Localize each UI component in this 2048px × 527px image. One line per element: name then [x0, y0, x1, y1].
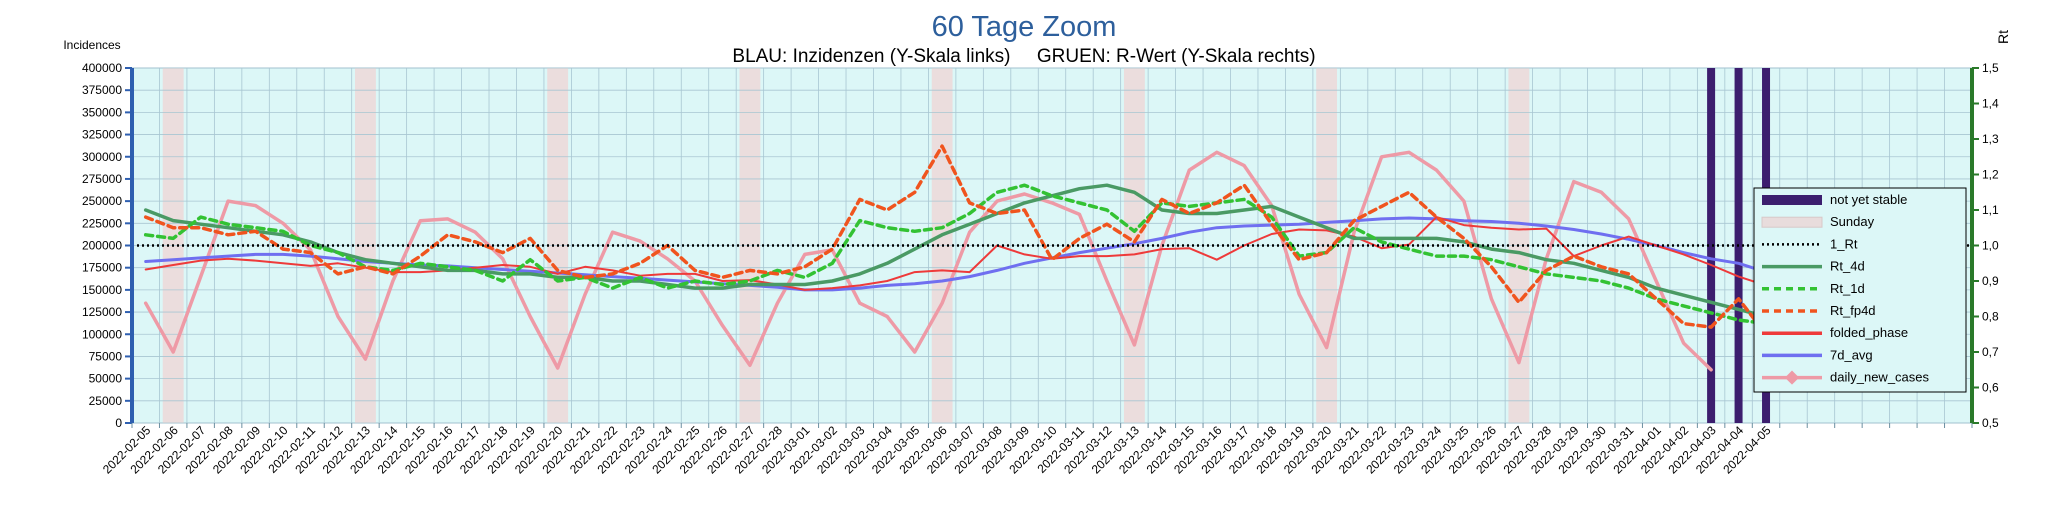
right-tick-label: 1,4: [1982, 97, 1999, 111]
left-tick-label: 100000: [82, 327, 122, 341]
legend-label-sunday: Sunday: [1830, 214, 1875, 229]
left-tick-label: 0: [115, 416, 122, 430]
legend-swatch-not_yet_stable: [1762, 195, 1822, 205]
left-tick-label: 275000: [82, 172, 122, 186]
left-tick-label: 50000: [89, 372, 123, 386]
legend-label-avg7d: 7d_avg: [1830, 347, 1873, 362]
left-axis-ticks: 0 25000 50000 75000 100000 125000 150000 175000…: [82, 61, 132, 430]
legend-label-folded_phase: folded_phase: [1830, 325, 1908, 340]
legend-label-rt_1d: Rt_1d: [1830, 281, 1865, 296]
legend-marker-daily_new_cases: [1784, 370, 1800, 385]
not-yet-stable-bar: [1707, 68, 1716, 423]
series-rt_4d: [143, 183, 1823, 340]
right-axis-label: Rt: [1995, 30, 2011, 44]
series-rt_1d: [143, 183, 1796, 368]
right-tick-label: 0,8: [1982, 310, 1999, 324]
left-tick-label: 325000: [82, 128, 122, 142]
right-tick-label: 0,9: [1982, 274, 1999, 288]
right-tick-label: 1,2: [1982, 168, 1999, 182]
left-tick-label: 350000: [82, 105, 122, 119]
left-tick-label: 250000: [82, 194, 122, 208]
legend-label-one_rt: 1_Rt: [1830, 236, 1858, 251]
left-tick-label: 25000: [89, 394, 123, 408]
legend-label-daily_new_cases: daily_new_cases: [1830, 370, 1930, 385]
right-tick-label: 1,1: [1982, 203, 1999, 217]
left-tick-label: 375000: [82, 83, 122, 97]
left-tick-label: 225000: [82, 216, 122, 230]
left-tick-label: 125000: [82, 305, 122, 319]
left-tick-label: 400000: [82, 61, 122, 75]
chart-subtitle: BLAU: Inzidenzen (Y-Skala links) GRUEN: …: [732, 46, 1315, 67]
legend-label-rt_fp4d: Rt_fp4d: [1830, 303, 1876, 318]
left-tick-label: 175000: [82, 261, 122, 275]
left-tick-label: 300000: [82, 150, 122, 164]
left-tick-label: 150000: [82, 283, 122, 297]
legend-swatch-sunday: [1761, 216, 1823, 228]
right-tick-label: 0,6: [1982, 381, 1999, 395]
right-tick-label: 1,0: [1982, 239, 1999, 253]
series-daily_new_cases: [143, 150, 1713, 372]
right-tick-label: 0,5: [1982, 416, 1999, 430]
right-tick-label: 1,3: [1982, 132, 1999, 146]
legend: not yet stable Sunday 1_Rt Rt_4d Rt_1d Rt_fp4…: [1753, 187, 1967, 393]
right-axis-ticks: 0,5 0,6 0,7 0,8 0,9 1,0 1,1 1,2 1,3 1,4 1,5: [1972, 61, 1999, 430]
series-lines: [132, 144, 1972, 372]
series-rt_fp4d: [143, 144, 1768, 337]
left-tick-label: 200000: [82, 239, 122, 253]
legend-label-rt_4d: Rt_4d: [1830, 259, 1865, 274]
right-tick-label: 1,5: [1982, 61, 1999, 75]
chart-title: 60 Tage Zoom: [932, 11, 1117, 43]
right-tick-label: 0,7: [1982, 345, 1999, 359]
left-axis-label: Incidences: [63, 38, 120, 52]
left-tick-label: 75000: [89, 349, 123, 363]
legend-label-not_yet_stable: not yet stable: [1830, 192, 1907, 207]
